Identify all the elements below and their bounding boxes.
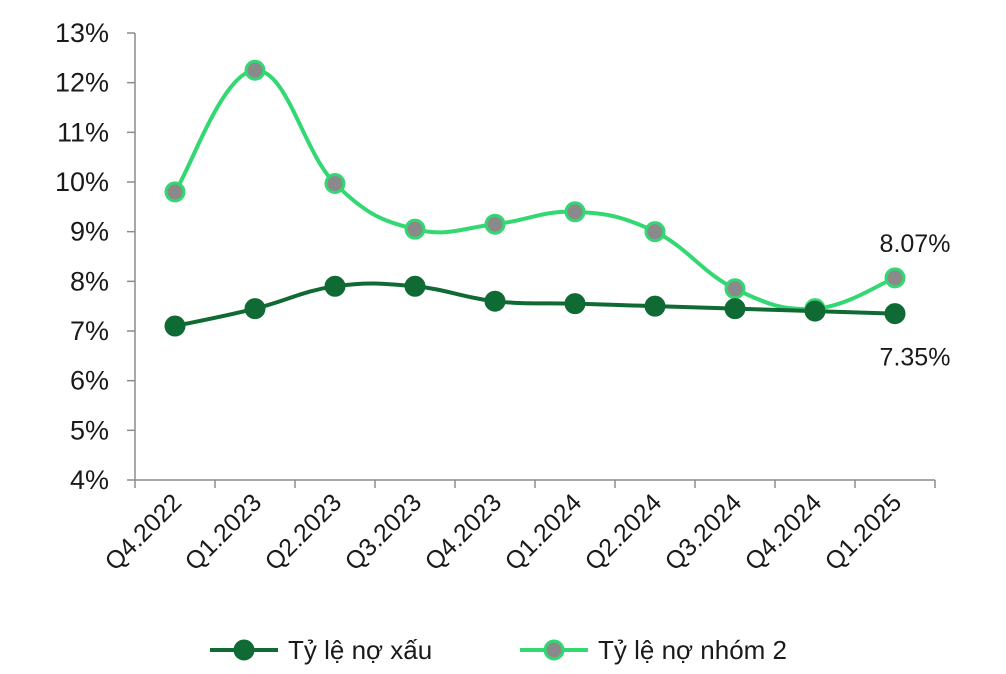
legend: Tỷ lệ nợ xấu Tỷ lệ nợ nhóm 2 <box>210 635 787 665</box>
series-0-point <box>404 275 426 297</box>
y-axis-tick-labels: 4% 5% 6% 7% 8% 9% 10% 11% 12% 13% <box>55 18 109 495</box>
x-tick-label: Q2.2023 <box>260 488 348 576</box>
y-tick-label: 8% <box>70 266 109 296</box>
x-axis-tick-labels: Q4.2022Q1.2023Q2.2023Q3.2023Q4.2023Q1.20… <box>100 488 908 576</box>
series-1-point <box>164 181 186 203</box>
series-markers <box>164 59 906 337</box>
series-1-point <box>724 278 746 300</box>
series-0-point <box>564 293 586 315</box>
x-tick-label: Q4.2022 <box>100 488 188 576</box>
y-tick-label: 12% <box>55 68 109 98</box>
y-tick-label: 13% <box>55 18 109 48</box>
series-line-1 <box>173 68 897 312</box>
x-tick-label: Q1.2024 <box>500 488 588 576</box>
series-lines <box>173 68 897 329</box>
series-1-point <box>404 218 426 240</box>
series-0-point <box>484 290 506 312</box>
series-0-point <box>324 275 346 297</box>
series-0-point <box>884 303 906 325</box>
y-tick-label: 5% <box>70 415 109 445</box>
data-label: 8.07% <box>880 230 951 258</box>
series-0-point <box>644 295 666 317</box>
y-tick-label: 6% <box>70 366 109 396</box>
y-tick-label: 4% <box>70 465 109 495</box>
data-label: 7.35% <box>880 344 951 372</box>
series-1-point <box>564 201 586 223</box>
chart-axes <box>127 32 936 488</box>
series-0-point <box>804 300 826 322</box>
legend-marker-0 <box>233 639 255 661</box>
series-0-point <box>724 298 746 320</box>
x-tick-label: Q1.2025 <box>820 488 908 576</box>
legend-marker-1 <box>543 639 565 661</box>
y-tick-label: 10% <box>55 167 109 197</box>
x-tick-label: Q2.2024 <box>580 488 668 576</box>
series-0-point <box>164 315 186 337</box>
y-tick-label: 11% <box>57 117 109 147</box>
series-1-point <box>884 267 906 289</box>
y-tick-label: 9% <box>70 217 109 247</box>
series-0-point <box>244 298 266 320</box>
x-tick-label: Q3.2023 <box>340 488 428 576</box>
series-1-point <box>324 172 346 194</box>
x-tick-label: Q3.2024 <box>660 488 748 576</box>
series-1-point <box>484 213 506 235</box>
y-tick-label: 7% <box>70 316 109 346</box>
series-1-point <box>244 59 266 81</box>
x-tick-label: Q4.2024 <box>740 488 828 576</box>
data-labels: 8.07% 7.35% <box>880 230 951 372</box>
x-tick-label: Q1.2023 <box>180 488 268 576</box>
x-tick-label: Q4.2023 <box>420 488 508 576</box>
series-line-0 <box>173 281 897 329</box>
legend-label-0: Tỷ lệ nợ xấu <box>288 635 432 665</box>
series-1-point <box>644 221 666 243</box>
legend-label-1: Tỷ lệ nợ nhóm 2 <box>598 635 787 665</box>
